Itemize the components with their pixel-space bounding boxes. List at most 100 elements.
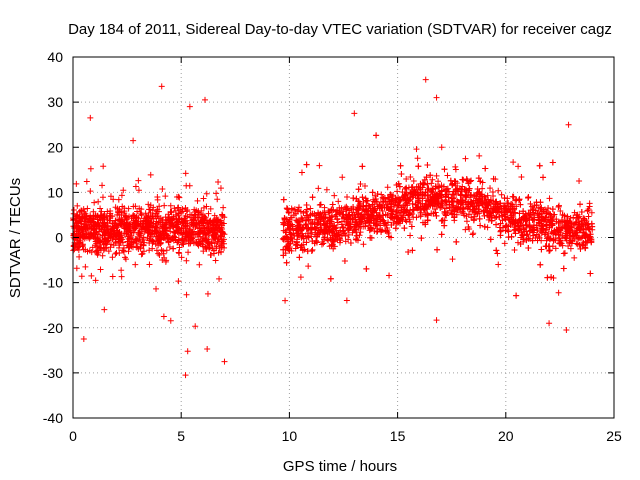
data-point	[495, 261, 502, 268]
data-point	[128, 232, 135, 239]
data-point	[515, 163, 522, 170]
data-point	[211, 250, 218, 257]
data-point	[99, 232, 106, 239]
data-point	[360, 241, 367, 248]
data-point	[409, 200, 416, 207]
data-point	[217, 219, 224, 226]
data-point	[562, 230, 569, 237]
data-point	[539, 216, 546, 223]
data-point	[372, 207, 379, 214]
data-point	[507, 222, 514, 229]
data-point	[178, 254, 185, 261]
data-point	[462, 226, 469, 233]
data-point	[173, 194, 180, 201]
data-point	[334, 215, 341, 222]
y-tick-label: 10	[47, 184, 63, 200]
data-point	[470, 230, 477, 237]
data-point	[212, 223, 219, 230]
data-point	[422, 189, 429, 196]
data-point	[405, 198, 412, 205]
data-point	[420, 205, 427, 212]
y-tick-label: 30	[47, 94, 63, 110]
data-point	[438, 188, 445, 195]
data-point	[112, 204, 119, 211]
data-point	[371, 198, 378, 205]
data-point	[421, 206, 428, 213]
data-point	[78, 226, 85, 233]
data-point	[555, 289, 562, 296]
data-point	[208, 226, 215, 233]
data-point	[87, 188, 94, 195]
data-point	[137, 238, 144, 245]
data-point	[180, 219, 187, 226]
data-point	[96, 214, 103, 221]
data-point	[361, 182, 368, 189]
data-point	[114, 224, 121, 231]
data-point	[285, 219, 292, 226]
data-point	[172, 219, 179, 226]
data-point	[107, 233, 114, 240]
data-point	[146, 247, 153, 254]
data-point	[456, 185, 463, 192]
data-point	[552, 230, 559, 237]
data-point	[199, 238, 206, 245]
x-tick-label: 20	[498, 428, 514, 444]
data-point	[449, 197, 456, 204]
data-point	[113, 249, 120, 256]
data-point	[355, 198, 362, 205]
data-point	[167, 317, 174, 324]
data-point	[547, 211, 554, 218]
outlier-point	[158, 83, 165, 90]
data-point	[537, 261, 544, 268]
data-point	[355, 186, 362, 193]
data-point	[73, 265, 80, 272]
data-point	[176, 244, 183, 251]
outlier-point	[351, 110, 358, 117]
x-tick-label: 15	[390, 428, 406, 444]
data-point	[317, 201, 324, 208]
data-point	[373, 221, 380, 228]
data-point	[296, 218, 303, 225]
outlier-point	[433, 94, 440, 101]
data-point	[548, 222, 555, 229]
data-point	[532, 207, 539, 214]
data-point	[190, 228, 197, 235]
data-point	[405, 248, 412, 255]
data-point	[122, 212, 129, 219]
data-point	[435, 184, 442, 191]
data-point	[182, 170, 189, 177]
data-point	[331, 222, 338, 229]
data-point	[153, 247, 160, 254]
data-point	[149, 236, 156, 243]
data-point	[300, 235, 307, 242]
data-point	[208, 239, 215, 246]
data-point	[126, 227, 133, 234]
data-point	[498, 212, 505, 219]
data-point	[408, 223, 415, 230]
data-point	[495, 187, 502, 194]
data-point	[363, 207, 370, 214]
data-point	[379, 194, 386, 201]
data-point	[118, 220, 125, 227]
data-point	[385, 230, 392, 237]
data-point	[353, 232, 360, 239]
data-point	[585, 220, 592, 227]
data-point	[92, 234, 99, 241]
data-point	[501, 240, 508, 247]
data-point	[202, 237, 209, 244]
data-point	[475, 206, 482, 213]
data-point	[427, 194, 434, 201]
data-point	[430, 210, 437, 217]
data-point	[398, 171, 405, 178]
data-point	[433, 172, 440, 179]
data-point	[315, 185, 322, 192]
data-point	[497, 227, 504, 234]
data-point	[493, 247, 500, 254]
data-point	[407, 174, 414, 181]
data-point	[335, 198, 342, 205]
data-point	[413, 214, 420, 221]
data-point	[183, 208, 190, 215]
data-point	[97, 205, 104, 212]
data-point	[533, 231, 540, 238]
